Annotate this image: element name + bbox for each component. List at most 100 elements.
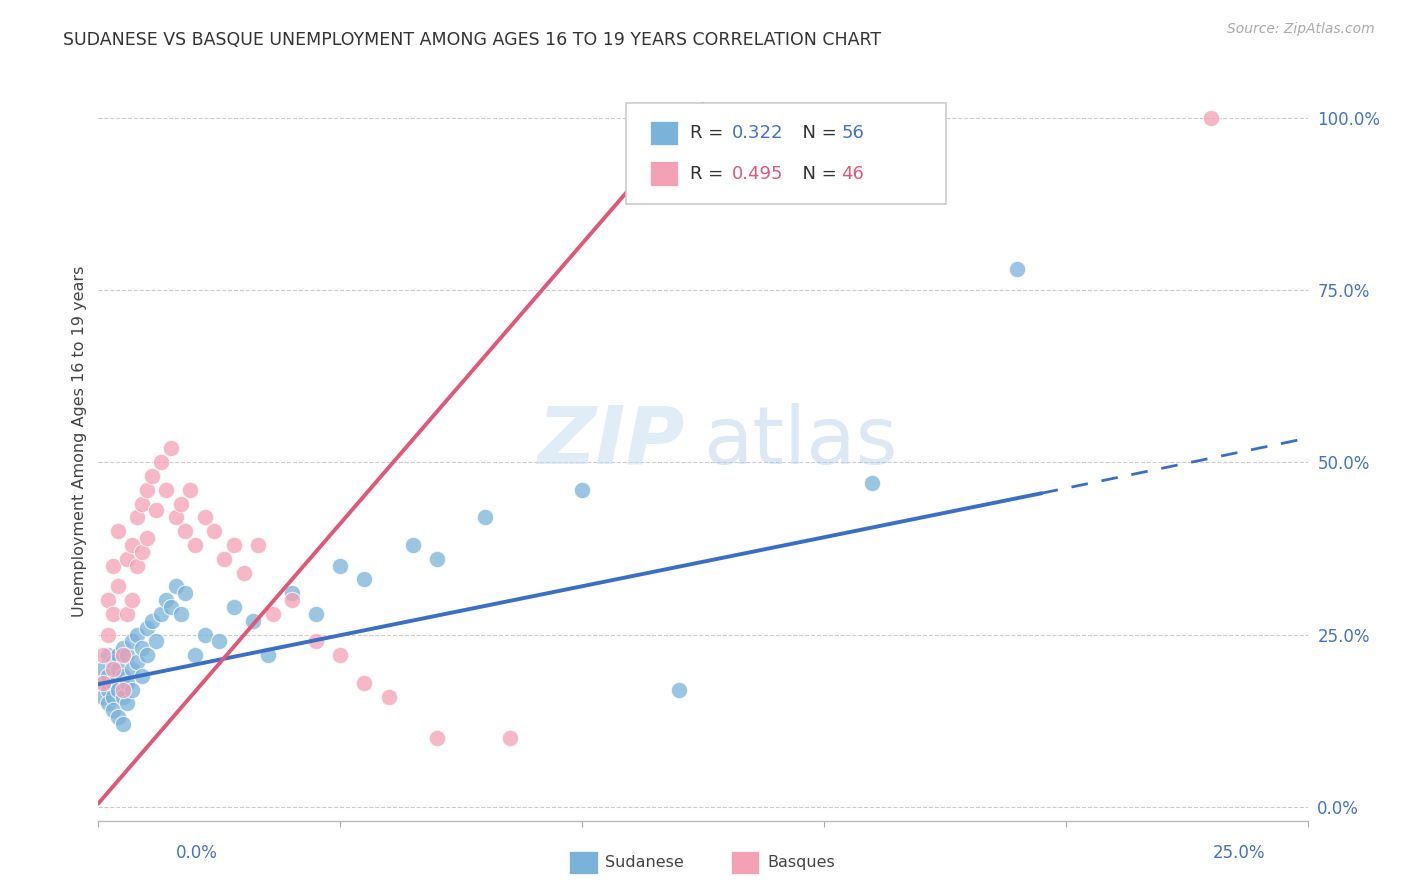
Point xyxy=(101,675,124,690)
Text: atlas: atlas xyxy=(703,402,897,481)
Point xyxy=(150,455,173,469)
Point xyxy=(169,607,191,621)
Point xyxy=(160,442,183,456)
Point xyxy=(194,627,217,641)
Point xyxy=(131,545,153,559)
Point xyxy=(256,648,278,663)
Point xyxy=(155,593,177,607)
Point xyxy=(107,524,129,538)
Point xyxy=(174,524,197,538)
Text: 0.322: 0.322 xyxy=(733,124,783,142)
Point xyxy=(107,662,129,676)
Point xyxy=(107,648,129,663)
Point xyxy=(242,614,264,628)
Y-axis label: Unemployment Among Ages 16 to 19 years: Unemployment Among Ages 16 to 19 years xyxy=(72,266,87,617)
Point xyxy=(91,675,114,690)
Point xyxy=(121,682,143,697)
Point xyxy=(117,697,139,711)
Point xyxy=(111,669,134,683)
Point xyxy=(329,558,352,573)
Point xyxy=(91,690,114,704)
Point xyxy=(135,621,157,635)
Point xyxy=(111,682,134,697)
Point xyxy=(474,510,496,524)
Point xyxy=(97,682,120,697)
Text: 0.0%: 0.0% xyxy=(176,844,218,862)
Point xyxy=(97,648,120,663)
Text: ZIP: ZIP xyxy=(537,402,685,481)
Point xyxy=(1199,111,1222,125)
Point xyxy=(329,648,352,663)
Point xyxy=(97,627,120,641)
Point xyxy=(121,538,143,552)
Point xyxy=(145,503,167,517)
Point xyxy=(165,579,187,593)
Point xyxy=(179,483,201,497)
Point xyxy=(247,538,270,552)
Point xyxy=(117,607,139,621)
Text: 46: 46 xyxy=(842,165,865,183)
Text: Basques: Basques xyxy=(768,855,835,870)
Point xyxy=(426,551,449,566)
Point xyxy=(281,593,304,607)
Point xyxy=(97,669,120,683)
Point xyxy=(101,703,124,717)
Text: 0.495: 0.495 xyxy=(733,165,783,183)
Point xyxy=(184,648,207,663)
Point xyxy=(353,675,375,690)
Point xyxy=(121,593,143,607)
Point xyxy=(222,538,245,552)
Text: N =: N = xyxy=(790,124,842,142)
Point xyxy=(91,675,114,690)
Point xyxy=(107,710,129,724)
Point xyxy=(101,558,124,573)
Point xyxy=(135,483,157,497)
Point xyxy=(141,614,163,628)
Point xyxy=(101,655,124,669)
Point xyxy=(281,586,304,600)
Text: SUDANESE VS BASQUE UNEMPLOYMENT AMONG AGES 16 TO 19 YEARS CORRELATION CHART: SUDANESE VS BASQUE UNEMPLOYMENT AMONG AG… xyxy=(63,31,882,49)
Point xyxy=(127,510,149,524)
Point xyxy=(232,566,254,580)
Text: 56: 56 xyxy=(842,124,865,142)
Point xyxy=(150,607,173,621)
Point xyxy=(155,483,177,497)
Point xyxy=(305,634,328,648)
Point xyxy=(127,655,149,669)
Point xyxy=(97,593,120,607)
Point xyxy=(262,607,284,621)
Point xyxy=(91,662,114,676)
Point xyxy=(111,717,134,731)
Point xyxy=(101,607,124,621)
Point xyxy=(402,538,425,552)
Text: 25.0%: 25.0% xyxy=(1213,844,1265,862)
Point xyxy=(127,558,149,573)
Point xyxy=(498,731,520,745)
Point xyxy=(222,599,245,614)
Point xyxy=(117,551,139,566)
Point xyxy=(97,697,120,711)
Point xyxy=(426,731,449,745)
Point xyxy=(117,648,139,663)
Point xyxy=(121,662,143,676)
Text: Source: ZipAtlas.com: Source: ZipAtlas.com xyxy=(1227,22,1375,37)
Point xyxy=(107,682,129,697)
Point xyxy=(571,483,593,497)
Text: N =: N = xyxy=(790,165,842,183)
Point xyxy=(131,497,153,511)
Point xyxy=(160,599,183,614)
Point xyxy=(1007,262,1029,277)
Point xyxy=(111,641,134,656)
Point xyxy=(127,627,149,641)
Point xyxy=(135,648,157,663)
Point xyxy=(668,682,690,697)
Point xyxy=(145,634,167,648)
Point xyxy=(117,675,139,690)
Point xyxy=(204,524,226,538)
Point xyxy=(353,573,375,587)
Text: R =: R = xyxy=(690,124,728,142)
Point xyxy=(101,690,124,704)
Point xyxy=(305,607,328,621)
Text: R =: R = xyxy=(690,165,728,183)
Text: Sudanese: Sudanese xyxy=(605,855,683,870)
